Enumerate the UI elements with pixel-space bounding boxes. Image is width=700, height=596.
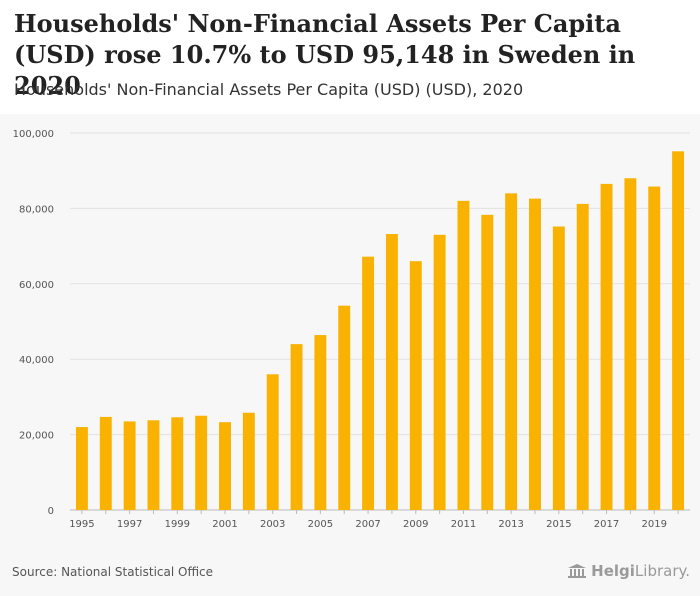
bar-2018[interactable] xyxy=(624,178,637,511)
x-tick-label: 2007 xyxy=(355,519,380,530)
x-tick-label: 2009 xyxy=(403,519,428,530)
y-tick-label: 0 xyxy=(48,506,54,517)
bar-2009[interactable] xyxy=(409,261,422,510)
bar-2019[interactable] xyxy=(648,186,661,510)
y-axis-ticks: 0 20,000 40,000 60,000 80,000 100,000 xyxy=(13,129,54,517)
bar-2013[interactable] xyxy=(505,193,518,510)
y-tick-label: 40,000 xyxy=(19,355,54,366)
bar-2010[interactable] xyxy=(433,234,446,511)
logo-light-text: Library. xyxy=(634,562,690,580)
y-tick-label: 80,000 xyxy=(19,204,54,215)
x-tick-label: 1999 xyxy=(165,519,190,530)
bar-2016[interactable] xyxy=(576,203,589,510)
helgi-library-logo[interactable]: HelgiLibrary. xyxy=(567,562,690,580)
bar-2015[interactable] xyxy=(552,226,565,510)
bar-2014[interactable] xyxy=(529,198,541,510)
x-tick-label: 1995 xyxy=(69,519,94,530)
bar-2003[interactable] xyxy=(266,374,279,510)
x-tick-label: 2011 xyxy=(451,519,476,530)
bar-2004[interactable] xyxy=(290,344,303,510)
x-tick-label: 2019 xyxy=(642,519,667,530)
logo-bold-text: Helgi xyxy=(591,562,635,580)
x-tick-label: 2015 xyxy=(546,519,571,530)
bar-2008[interactable] xyxy=(385,234,398,510)
bar-2002[interactable] xyxy=(242,412,255,510)
bar-2006[interactable] xyxy=(338,305,351,510)
x-tick-label: 2003 xyxy=(260,519,285,530)
bar-2005[interactable] xyxy=(314,335,327,510)
y-tick-label: 100,000 xyxy=(13,129,54,140)
bar-2012[interactable] xyxy=(481,214,494,510)
bar-2007[interactable] xyxy=(362,256,375,510)
bar-2020[interactable] xyxy=(672,151,685,510)
source-note: Source: National Statistical Office xyxy=(12,565,214,579)
chart-subtitle: Households' Non-Financial Assets Per Cap… xyxy=(14,80,524,99)
bar-1996[interactable] xyxy=(99,416,112,510)
bars xyxy=(75,151,685,511)
bar-1999[interactable] xyxy=(171,417,184,510)
x-tick-label: 2001 xyxy=(212,519,237,530)
bar-1998[interactable] xyxy=(147,420,160,510)
bar-1995[interactable] xyxy=(75,427,88,510)
x-tick-label: 2005 xyxy=(308,519,333,530)
bar-1997[interactable] xyxy=(123,421,136,510)
chart-title: Households' Non-Financial Assets Per Cap… xyxy=(14,9,636,100)
bar-2000[interactable] xyxy=(195,415,208,510)
x-tick-label: 2013 xyxy=(498,519,523,530)
y-tick-label: 60,000 xyxy=(19,280,54,291)
x-tick-label: 2017 xyxy=(594,519,619,530)
x-axis-ticks: 1995 1997 1999 2001 2003 2005 2007 2009 2011 2013… xyxy=(69,510,679,530)
bar-2011[interactable] xyxy=(457,200,470,511)
bar-2017[interactable] xyxy=(600,183,613,510)
y-tick-label: 20,000 xyxy=(19,431,54,442)
x-tick-label: 1997 xyxy=(117,519,142,530)
grid-lines xyxy=(70,132,690,511)
bar-2001[interactable] xyxy=(219,422,231,510)
library-building-icon xyxy=(568,564,587,578)
